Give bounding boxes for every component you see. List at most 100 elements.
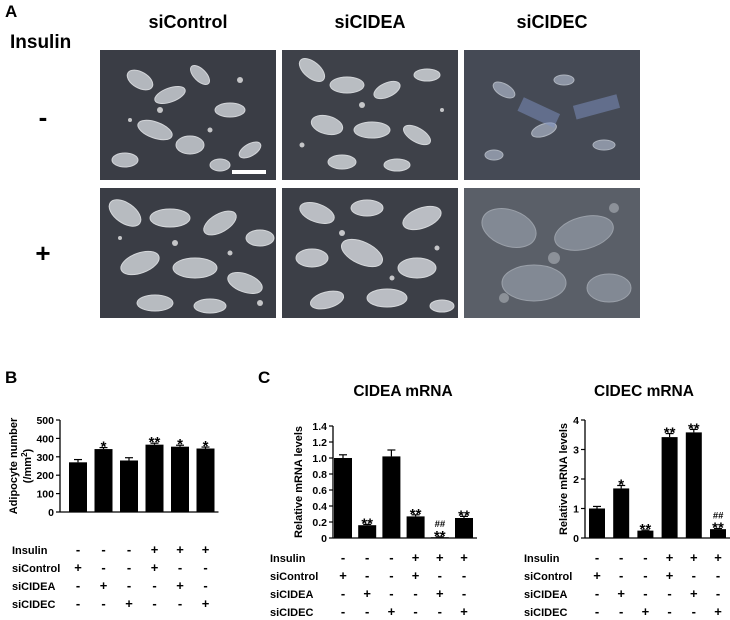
bar	[358, 525, 377, 538]
bar	[589, 508, 605, 538]
table-cell: -	[715, 568, 721, 583]
significance-label: **	[149, 434, 161, 451]
bar	[382, 456, 401, 538]
table-cell: -	[75, 596, 81, 611]
table-cell: -	[389, 568, 394, 583]
significance-label: **	[458, 507, 470, 524]
y-tick-label: 200	[36, 470, 54, 482]
y-tick-label: 0.6	[312, 485, 327, 497]
table-cell: +	[714, 604, 722, 619]
table-cell: +	[460, 604, 468, 619]
y-tick-label: 400	[36, 433, 54, 445]
bar	[455, 518, 473, 538]
table-cell: -	[715, 586, 721, 601]
table-cell: -	[437, 604, 442, 619]
table-cell: -	[619, 568, 624, 583]
table-cell: -	[389, 586, 394, 601]
table-cell: +	[150, 542, 159, 557]
table-cell: -	[691, 568, 696, 583]
table-cell: -	[594, 550, 600, 565]
bar	[120, 460, 138, 512]
table-cell: -	[177, 596, 183, 611]
table-cell: -	[691, 604, 696, 619]
table-cell: +	[125, 596, 133, 611]
y-tick-label: 0.8	[312, 469, 327, 481]
table-row-label: siCIDEC	[270, 607, 314, 619]
y-tick-label: 1	[573, 504, 579, 516]
bar	[430, 537, 449, 538]
bar	[685, 432, 702, 538]
table-cell: -	[413, 586, 418, 601]
table-cell: -	[643, 586, 648, 601]
table-row-label: Insulin	[524, 553, 560, 565]
table-cell: -	[594, 604, 600, 619]
bar	[406, 516, 425, 538]
table-cell: +	[339, 568, 347, 583]
y-tick-label: 2	[573, 474, 579, 486]
y-axis-unit: (/mm2)	[20, 448, 34, 483]
significance-label: **	[361, 515, 373, 532]
table-cell: +	[150, 560, 159, 575]
table-cell: -	[101, 596, 106, 611]
significance-label: **	[664, 425, 676, 442]
significance-label: **	[712, 520, 724, 537]
table-row-label: siControl	[270, 571, 319, 583]
table-cell: -	[177, 560, 183, 575]
table-cell: -	[75, 578, 81, 593]
table-cell: -	[667, 604, 672, 619]
scale-bar	[232, 170, 266, 174]
row-label-plus: +	[35, 238, 51, 268]
bar	[94, 449, 113, 512]
table-cell: -	[643, 568, 648, 583]
table-row-label: Insulin	[12, 545, 48, 557]
panel-b-letter: B	[5, 368, 18, 387]
micrograph-image	[282, 50, 458, 180]
y-axis-label: Relative mRNA levels	[558, 423, 570, 535]
table-cell: +	[363, 586, 371, 601]
bar	[145, 444, 164, 512]
y-tick-label: 0.2	[312, 517, 327, 529]
column-header-sicidec: siCIDEC	[516, 12, 588, 32]
table-row-label: siControl	[524, 571, 573, 583]
micrograph-image	[100, 188, 276, 318]
y-tick-label: 500	[36, 415, 54, 427]
table-cell: -	[101, 542, 106, 557]
table-cell: -	[203, 560, 208, 575]
bar	[613, 488, 630, 538]
table-cell: +	[641, 604, 650, 619]
panel-a-letter: A	[5, 2, 18, 21]
panel-c-letter: C	[258, 368, 271, 387]
table-cell: -	[126, 578, 132, 593]
table-cell: +	[201, 542, 210, 557]
table-cell: -	[340, 604, 346, 619]
table-row-label: Insulin	[270, 553, 306, 565]
column-header-sicidea: siCIDEA	[334, 12, 406, 32]
micrograph-sicidea-plus	[282, 188, 458, 318]
significance-label: *	[177, 436, 183, 453]
table-cell: +	[460, 550, 468, 565]
table-cell: -	[643, 550, 648, 565]
table-cell: -	[126, 560, 132, 575]
table-cell: -	[126, 542, 132, 557]
table-row-label: siCIDEC	[524, 607, 568, 619]
table-row-label: siCIDEA	[524, 589, 568, 601]
bar	[171, 446, 189, 512]
table-row-label: siCIDEC	[12, 599, 56, 611]
table-cell: -	[619, 604, 624, 619]
significance-label: **	[640, 521, 652, 538]
table-cell: +	[176, 542, 184, 557]
y-tick-label: 0	[573, 533, 579, 545]
significance-label-2: ##	[713, 511, 724, 522]
y-tick-label: 100	[36, 489, 54, 501]
micrograph-sicontrol-plus	[100, 188, 276, 318]
table-cell: -	[152, 578, 157, 593]
table-cell: -	[594, 586, 600, 601]
table-cell: +	[201, 596, 210, 611]
column-header-sicontrol: siControl	[148, 12, 228, 32]
row-label-minus: -	[38, 102, 48, 132]
chart-title: CIDEC mRNA	[594, 383, 694, 400]
y-tick-label: 1.0	[312, 453, 327, 465]
table-row-label: siControl	[12, 563, 61, 575]
table-cell: +	[411, 568, 420, 583]
